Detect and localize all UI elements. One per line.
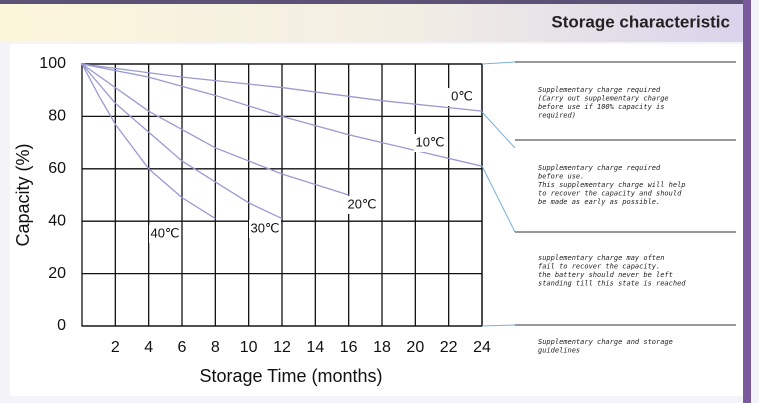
y-tick-label: 40: [48, 212, 66, 229]
connector: [481, 324, 516, 327]
series-label: 10℃: [415, 134, 444, 149]
header-title: Storage characteristic: [551, 12, 730, 31]
curve: [81, 63, 216, 220]
note-line: Supplementary charge and storage: [538, 338, 673, 346]
y-tick-label: 80: [48, 108, 66, 125]
note-line: Supplementary charge required: [538, 164, 661, 172]
connector: [481, 111, 516, 149]
series-label: 40℃: [150, 225, 179, 240]
series-label-bg: [414, 134, 446, 152]
header-border: [0, 0, 748, 4]
side-border: [743, 0, 751, 403]
series-label-bg: [346, 196, 378, 214]
y-tick-label: 20: [48, 265, 66, 282]
connector: [481, 165, 516, 233]
x-axis-label: Storage Time (months): [199, 366, 382, 386]
curve: [81, 63, 283, 220]
note-line: guidelines: [538, 347, 580, 355]
curve: [81, 63, 349, 196]
series-label-bg: [149, 225, 181, 243]
y-axis-label: Capacity (%): [13, 143, 33, 246]
note-line: the battery should never be left: [538, 271, 673, 279]
note-line: before use if 100% capacity is: [538, 103, 664, 111]
x-tick-label: 24: [473, 339, 491, 356]
connector: [481, 61, 516, 65]
y-tick-label: 0: [57, 317, 66, 334]
note-line: This supplementary charge will help: [538, 181, 686, 189]
x-tick-label: 12: [273, 339, 291, 356]
note-line: (Carry out supplementary charge: [538, 95, 669, 103]
series-label: 0℃: [451, 88, 473, 103]
note-line: Supplementary charge required: [538, 86, 661, 94]
curve: [81, 63, 483, 112]
x-tick-label: 16: [340, 339, 358, 356]
x-tick-label: 2: [111, 339, 120, 356]
series-label: 30℃: [250, 220, 279, 235]
note-line: standing till this state is reached: [538, 280, 686, 288]
note-line: supplementary charge may often: [538, 254, 664, 262]
series-label-bg: [249, 220, 281, 238]
x-tick-label: 22: [440, 339, 458, 356]
note-line: required): [538, 112, 576, 120]
x-tick-label: 4: [144, 339, 153, 356]
series-label-bg: [446, 88, 478, 106]
note-line: be made as early as possible.: [538, 198, 660, 206]
notes-panel: [500, 44, 743, 396]
x-tick-label: 10: [240, 339, 258, 356]
x-tick-label: 14: [306, 339, 324, 356]
y-tick-label: 100: [39, 55, 66, 72]
note-line: fail to recover the capacity.: [538, 263, 660, 271]
note-line: to recover the capacity and should: [538, 190, 682, 198]
note-line: before use.: [538, 173, 584, 181]
series-label: 20℃: [347, 196, 376, 211]
x-tick-label: 18: [373, 339, 391, 356]
x-tick-label: 6: [178, 339, 187, 356]
header-bar: [0, 0, 748, 42]
y-tick-label: 60: [48, 160, 66, 177]
x-tick-label: 20: [406, 339, 424, 356]
notes: Supplementary charge required(Carry out …: [481, 61, 736, 355]
x-tick-label: 8: [211, 339, 220, 356]
